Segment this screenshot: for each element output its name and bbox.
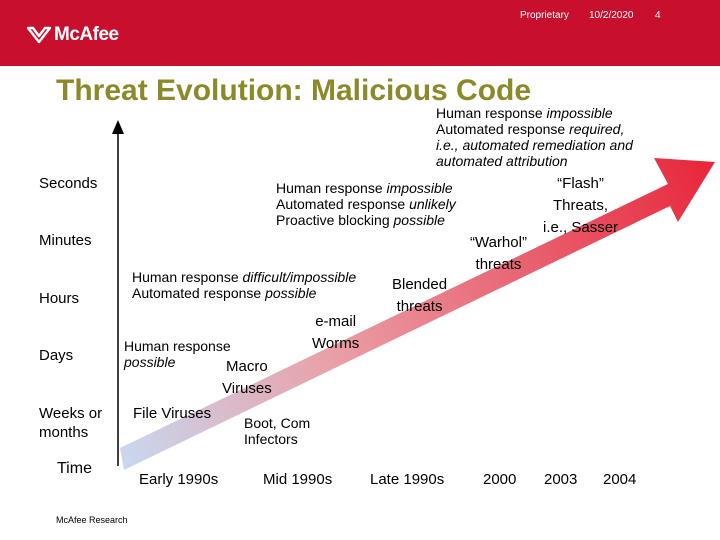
y-axis-arrowhead bbox=[112, 120, 124, 134]
brand-name: McAfee bbox=[54, 24, 119, 45]
response-boot-infectors: Boot, Com Infectors bbox=[244, 415, 311, 447]
threat-warhol: “Warhol” threats bbox=[470, 234, 527, 273]
y-label-minutes: Minutes bbox=[39, 232, 92, 249]
x-label-early-1990s: Early 1990s bbox=[139, 471, 219, 488]
response-blended: Human response difficult/impossible Auto… bbox=[132, 269, 357, 301]
slide-title: Threat Evolution: Malicious Code bbox=[56, 74, 532, 107]
y-label-seconds: Seconds bbox=[39, 175, 98, 192]
threat-file-viruses: File Viruses bbox=[133, 405, 212, 422]
evolution-arrow-shape bbox=[120, 158, 715, 470]
y-label-weeks-months: Weeks or months bbox=[39, 405, 103, 441]
threat-email-worms: e-mail Worms bbox=[312, 313, 360, 352]
threat-macro-viruses: Macro Viruses bbox=[222, 358, 272, 397]
x-label-2000: 2000 bbox=[483, 471, 517, 488]
classification-label: Proprietary bbox=[520, 10, 569, 21]
y-label-time: Time bbox=[57, 460, 92, 477]
mcafee-shield-icon bbox=[26, 26, 52, 44]
y-label-hours: Hours bbox=[39, 290, 80, 307]
threat-blended: Blended threats bbox=[392, 276, 448, 315]
response-flash: Human response impossible Automated resp… bbox=[436, 105, 633, 169]
x-label-2004: 2004 bbox=[603, 471, 637, 488]
mcafee-logo: McAfee bbox=[26, 24, 119, 46]
page-number: 4 bbox=[655, 10, 661, 21]
y-label-days: Days bbox=[39, 347, 74, 364]
x-label-2003: 2003 bbox=[544, 471, 578, 488]
header-bar: McAfee Proprietary 10/2/2020 4 bbox=[0, 0, 720, 66]
x-label-late-1990s: Late 1990s bbox=[370, 471, 445, 488]
footer-label: McAfee Research bbox=[56, 515, 128, 525]
threat-flash: “Flash” Threats, i.e., Sasser bbox=[543, 175, 619, 236]
response-warhol: Human response impossible Automated resp… bbox=[276, 180, 456, 228]
x-label-mid-1990s: Mid 1990s bbox=[263, 471, 333, 488]
response-macro: Human response possible bbox=[124, 338, 231, 370]
date-label: 10/2/2020 bbox=[589, 10, 634, 21]
